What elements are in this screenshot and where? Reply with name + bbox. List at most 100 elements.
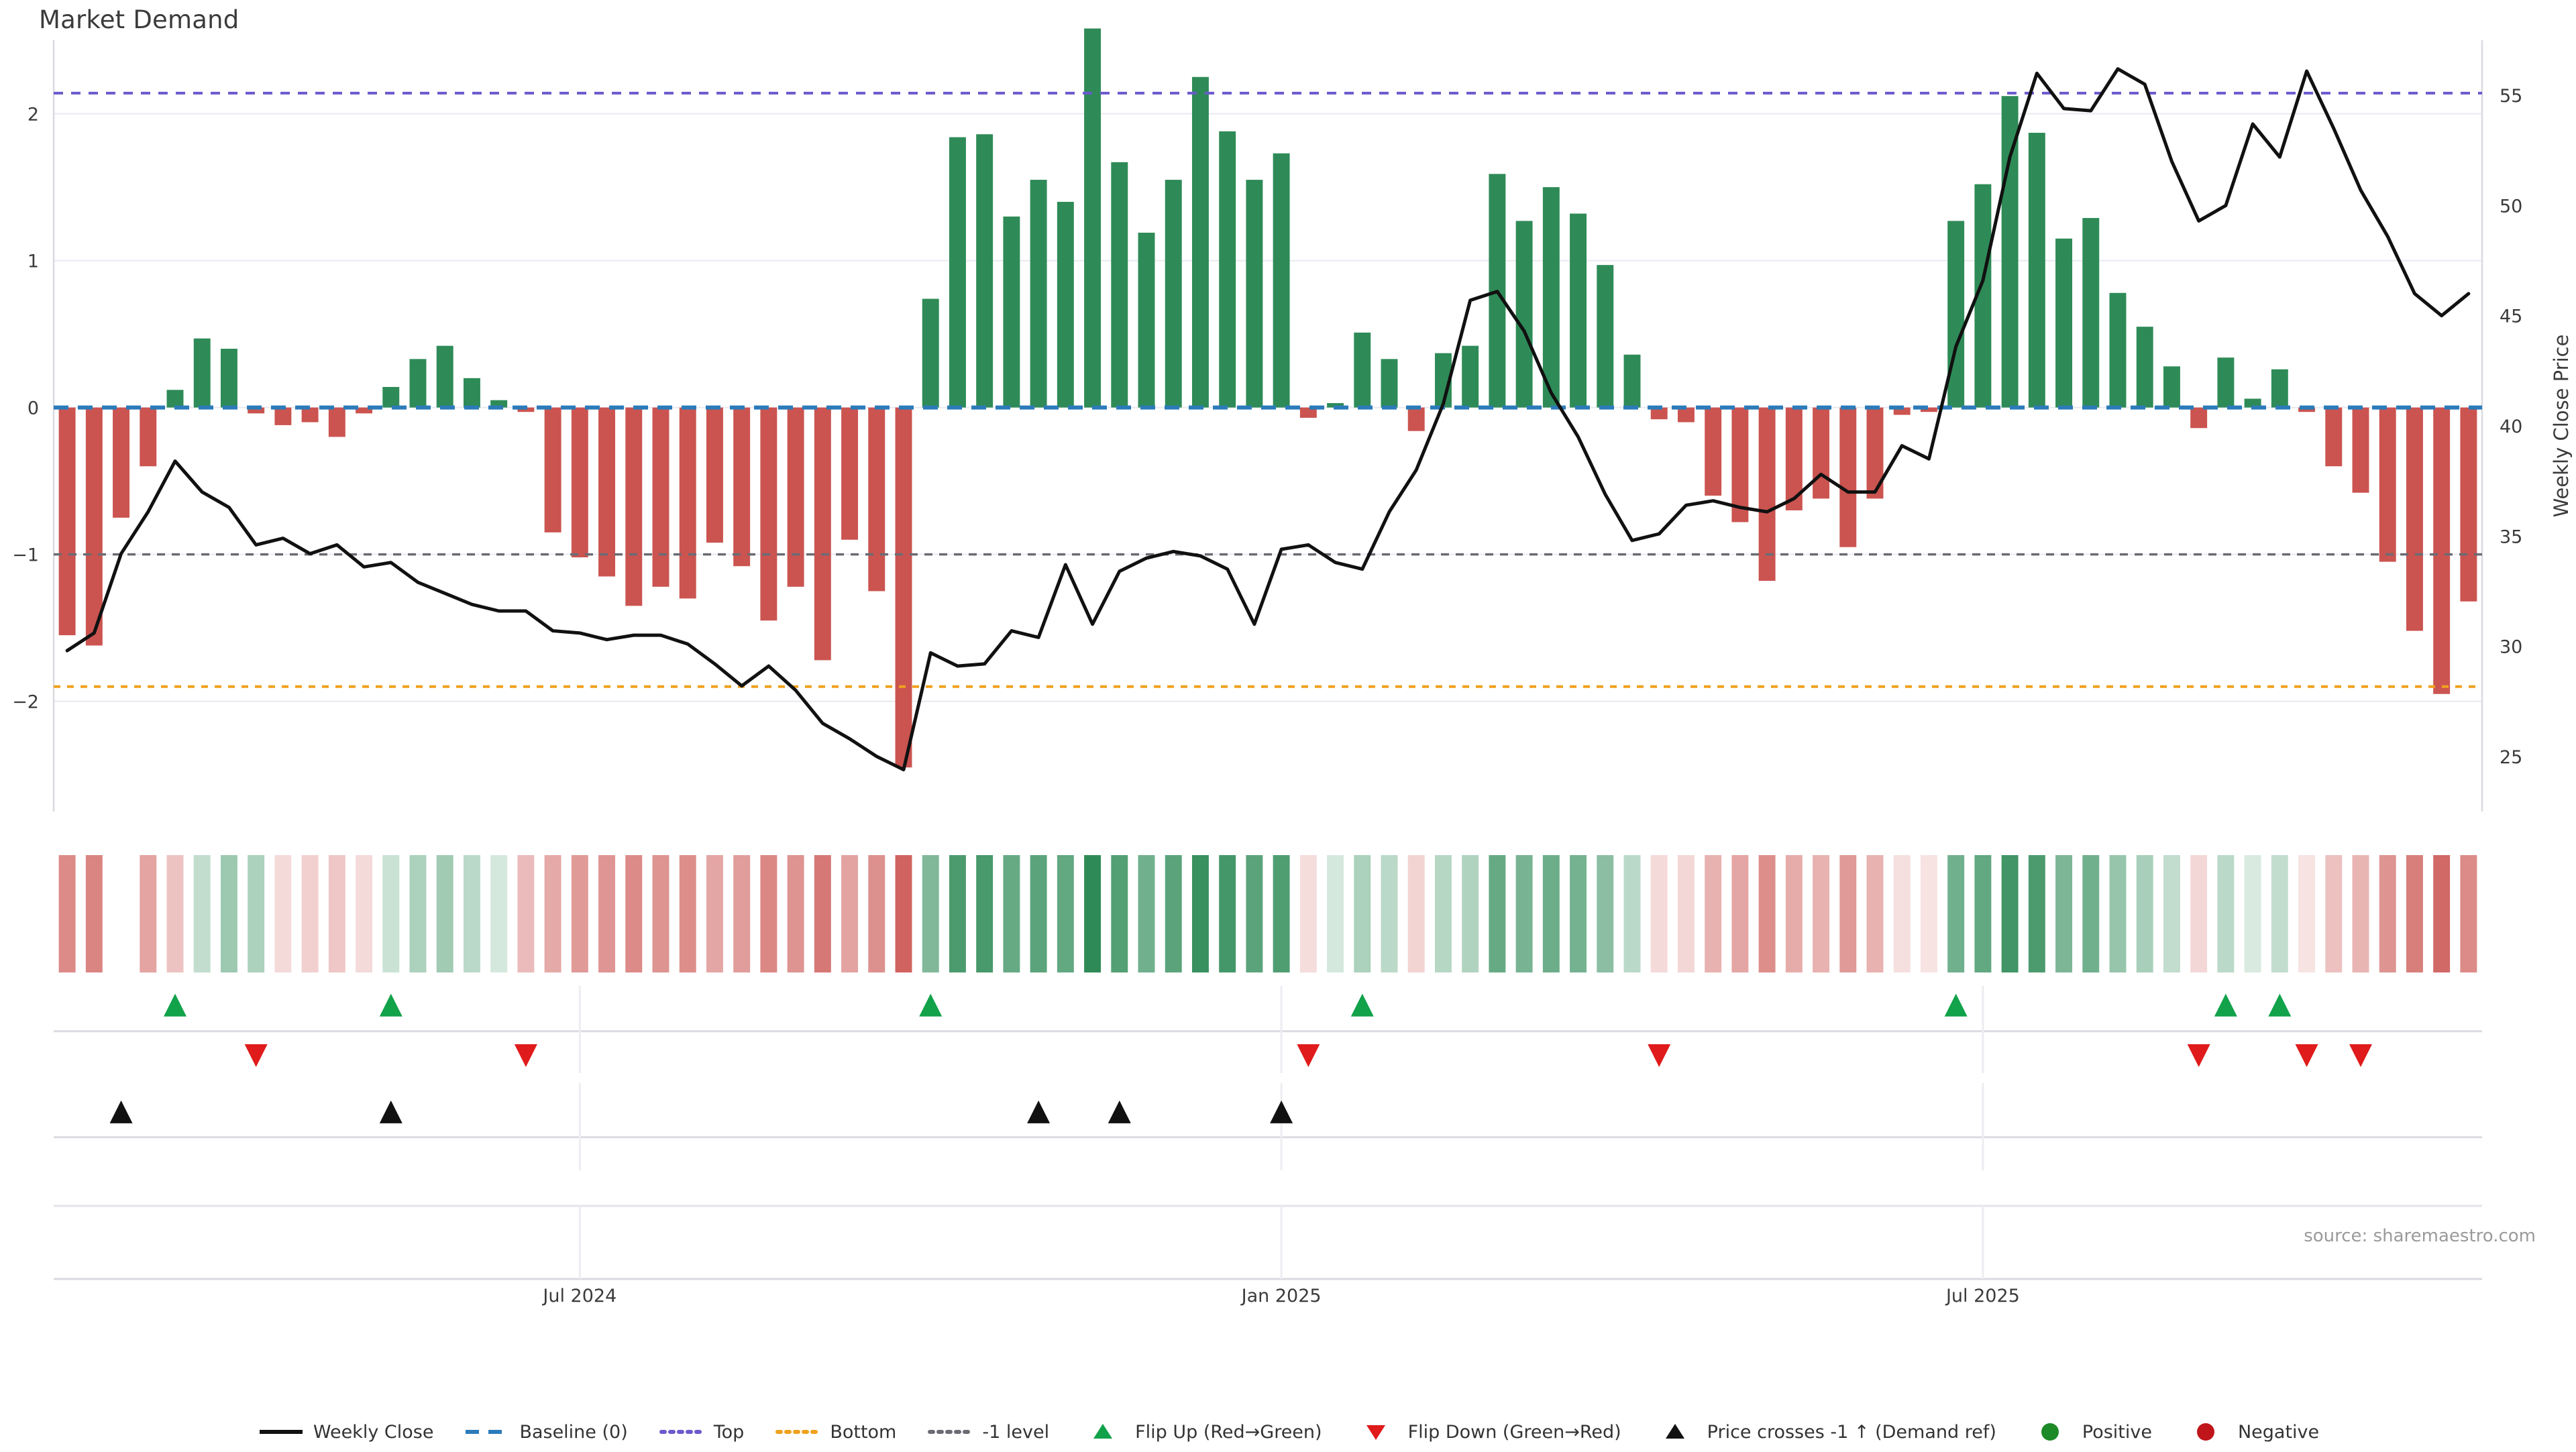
demand-bar-negative xyxy=(140,407,157,467)
heatmap-cell-positive xyxy=(2001,855,2019,972)
legend-label: Price crosses -1 ↑ (Demand ref) xyxy=(1707,1421,1996,1443)
price-cross-marker xyxy=(1108,1100,1131,1123)
demand-bar-positive xyxy=(2244,398,2261,408)
flip-down-marker xyxy=(514,1044,537,1067)
legend-label: Negative xyxy=(2237,1421,2320,1443)
heatmap-cell-positive xyxy=(463,855,480,972)
demand-bar-positive xyxy=(1570,213,1587,408)
heatmap-cell-positive xyxy=(976,855,994,972)
demand-bar-positive xyxy=(1111,162,1128,408)
demand-bar-positive xyxy=(1327,403,1344,408)
legend-item[interactable]: -1 level xyxy=(926,1420,1049,1443)
y-axis-tick-left: 0 xyxy=(28,398,39,419)
demand-bar-negative xyxy=(274,407,292,425)
demand-bar-negative xyxy=(706,407,723,543)
flip-up-marker xyxy=(1350,993,1374,1017)
demand-bar-positive xyxy=(2271,369,2288,408)
flip-up-marker xyxy=(1944,993,1968,1017)
legend-item[interactable]: Positive xyxy=(2026,1420,2152,1443)
demand-bar-positive xyxy=(2028,133,2045,408)
heatmap-cell-negative xyxy=(301,855,319,972)
y-axis-tick-right: 35 xyxy=(2500,526,2522,547)
demand-bar-negative xyxy=(1758,407,1776,581)
flip-up-marker xyxy=(2214,993,2237,1017)
circle-icon xyxy=(2182,1420,2230,1443)
legend-item[interactable]: Bottom xyxy=(773,1420,896,1443)
heatmap-cell-positive xyxy=(1462,855,1479,972)
demand-bar-negative xyxy=(356,407,373,414)
demand-bar-positive xyxy=(2217,357,2235,408)
heatmap-cell-negative xyxy=(787,855,804,972)
demand-bar-negative xyxy=(2190,407,2208,429)
heatmap-cell-negative xyxy=(58,855,76,972)
demand-bar-negative xyxy=(301,407,319,423)
heatmap-cell-positive xyxy=(382,855,400,972)
demand-bar-negative xyxy=(733,407,751,567)
y-axis-tick-left: 2 xyxy=(28,105,39,125)
demand-bar-negative xyxy=(517,407,535,412)
chart-legend: Weekly Close Baseline (0) Top Bottom -1 leve… xyxy=(0,1412,2576,1452)
demand-bar-negative xyxy=(679,407,696,599)
legend-item[interactable]: Flip Up (Red→Green) xyxy=(1079,1420,1322,1443)
legend-item[interactable]: Baseline (0) xyxy=(463,1420,628,1443)
heatmap-cell-negative xyxy=(625,855,643,972)
demand-bar-negative xyxy=(1893,407,1911,415)
heatmap-cell-negative xyxy=(1785,855,1803,972)
demand-bar-positive xyxy=(220,349,237,408)
circle-icon xyxy=(2026,1420,2074,1443)
demand-bar-positive xyxy=(2109,292,2127,408)
legend-label: Weekly Close xyxy=(313,1421,434,1443)
heatmap-cell-positive xyxy=(1003,855,1020,972)
heatmap-cell-positive xyxy=(2244,855,2261,972)
heatmap-cell-negative xyxy=(2460,855,2477,972)
heatmap-cell-negative xyxy=(2379,855,2396,972)
heatmap-cell-negative xyxy=(1866,855,1884,972)
demand-bar-negative xyxy=(598,407,616,577)
dotted-line-icon xyxy=(773,1420,822,1443)
legend-item[interactable]: Flip Down (Green→Red) xyxy=(1352,1420,1621,1443)
demand-bar-negative xyxy=(544,407,561,533)
flip-up-marker xyxy=(2268,993,2292,1017)
legend-label: Bottom xyxy=(830,1421,897,1443)
heatmap-cell-positive xyxy=(1191,855,1209,972)
footer-axis-panel: Jul 2024 Jan 2025 Jul 2025 xyxy=(54,1194,2482,1306)
y-axis-tick-left: 1 xyxy=(28,252,39,272)
demand-bar-positive xyxy=(1597,265,1614,408)
flip-up-marker xyxy=(919,993,943,1017)
heatmap-cell-negative xyxy=(2433,855,2451,972)
heatmap-cell-positive xyxy=(1542,855,1560,972)
demand-bar-positive xyxy=(2055,238,2073,408)
legend-item[interactable]: Negative xyxy=(2182,1420,2319,1443)
main-plot-svg: 210−1−255504540353025Market DemandWeekly… xyxy=(12,28,2573,812)
legend-item[interactable]: Price crosses -1 ↑ (Demand ref) xyxy=(1651,1420,1996,1443)
demand-bar-positive xyxy=(1165,180,1182,408)
heatmap-cell-negative xyxy=(571,855,588,972)
flip-markers-panel xyxy=(54,986,2482,1073)
heatmap-cell-negative xyxy=(1758,855,1776,972)
heatmap-cell-negative xyxy=(1299,855,1317,972)
demand-bar-negative xyxy=(841,407,859,540)
heatmap-cell-negative xyxy=(1677,855,1695,972)
y-axis-tick-right: 55 xyxy=(2500,86,2522,107)
heatmap-cell-negative xyxy=(2406,855,2423,972)
flip-down-marker xyxy=(244,1044,268,1067)
demand-bar-positive xyxy=(2001,96,2019,408)
heatmap-cell-positive xyxy=(1515,855,1533,972)
demand-bar-positive xyxy=(1030,180,1047,408)
demand-bar-negative xyxy=(1920,407,1937,412)
heatmap-cell-positive xyxy=(1084,855,1102,972)
heatmap-cell-negative xyxy=(2325,855,2343,972)
y-axis-tick-left: −2 xyxy=(12,692,39,713)
legend-label: Flip Down (Green→Red) xyxy=(1407,1421,1621,1443)
price-cross-svg xyxy=(54,1083,2482,1170)
demand-bar-positive xyxy=(2082,218,2100,408)
legend-item[interactable]: Weekly Close xyxy=(257,1420,434,1443)
main-demand-price-panel: 210−1−255504540353025Market DemandWeekly… xyxy=(12,28,2573,812)
heatmap-cell-negative xyxy=(733,855,751,972)
chart-title: Market Demand xyxy=(39,5,239,34)
heatmap-cell-positive xyxy=(1111,855,1128,972)
heatmap-cell-negative xyxy=(679,855,696,972)
legend-item[interactable]: Top xyxy=(657,1420,744,1443)
heatmap-cell-positive xyxy=(1947,855,1965,972)
heatmap-svg xyxy=(58,855,2477,972)
